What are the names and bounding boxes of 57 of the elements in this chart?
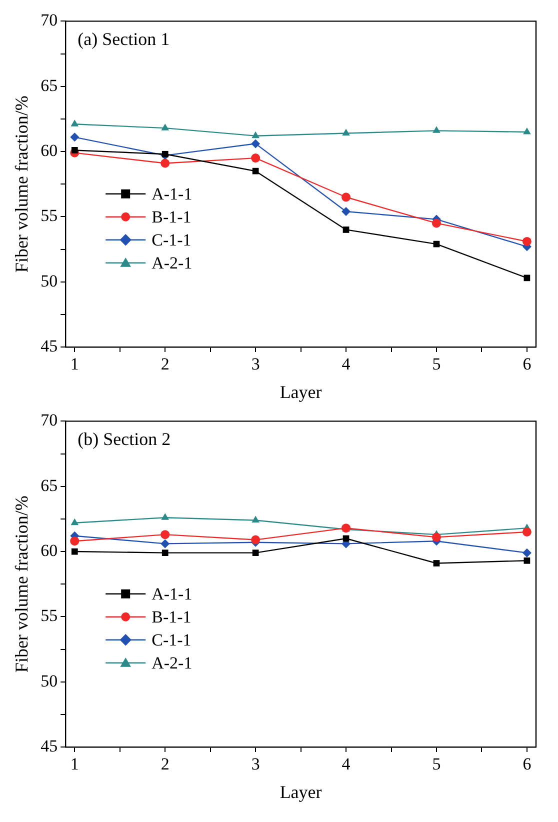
- y-tick-label: 65: [40, 476, 58, 495]
- y-tick-label: 50: [40, 271, 58, 290]
- legend-label: C-1-1: [152, 230, 192, 250]
- y-tick-label: 60: [40, 140, 58, 160]
- x-tick-label: 2: [160, 354, 170, 374]
- x-axis-title: Layer: [280, 782, 322, 802]
- legend-label: A-2-1: [152, 253, 192, 272]
- y-tick-label: 55: [40, 606, 58, 626]
- x-axis-title: Layer: [280, 382, 322, 402]
- point: [342, 192, 351, 202]
- point: [162, 150, 168, 158]
- y-tick-label: 45: [40, 736, 58, 756]
- y-tick-label: 70: [40, 10, 58, 30]
- point: [342, 128, 350, 136]
- legend-label: B-1-1: [152, 207, 192, 226]
- point: [252, 131, 260, 138]
- point: [342, 226, 350, 233]
- x-tick-label: 1: [70, 754, 79, 774]
- point: [251, 139, 260, 148]
- x-tick-label: 4: [342, 754, 351, 774]
- point: [251, 154, 260, 163]
- y-tick-label: 70: [40, 410, 58, 430]
- x-tick-label: 5: [432, 754, 441, 774]
- x-tick-label: 6: [522, 754, 532, 774]
- point: [70, 120, 79, 126]
- legend-label: B-1-1: [152, 607, 192, 626]
- legend-label: C-1-1: [152, 630, 192, 650]
- chart-title: (a) Section 1: [78, 28, 170, 49]
- x-tick-label: 1: [70, 354, 79, 374]
- point: [71, 147, 78, 154]
- point: [522, 236, 532, 246]
- point: [70, 132, 80, 142]
- x-tick-label: 6: [522, 354, 532, 374]
- point: [432, 126, 440, 133]
- y-axis-title: Fiber volume fraction/%: [12, 96, 32, 273]
- point: [161, 124, 170, 130]
- point: [523, 127, 531, 134]
- chart-title: (b) Section 2: [78, 428, 171, 449]
- y-tick-label: 45: [40, 336, 58, 356]
- point: [252, 168, 259, 174]
- x-tick-label: 3: [251, 354, 260, 374]
- x-tick-label: 3: [251, 754, 260, 774]
- point: [432, 218, 441, 228]
- point: [342, 206, 351, 216]
- y-axis-title: Fiber volume fraction/%: [12, 496, 32, 673]
- y-tick-label: 55: [40, 206, 58, 226]
- point: [524, 274, 530, 282]
- point: [160, 158, 170, 168]
- x-tick-label: 4: [342, 354, 351, 374]
- y-tick-label: 60: [40, 540, 58, 560]
- x-tick-label: 5: [432, 354, 441, 374]
- legend-label: A-1-1: [152, 584, 192, 604]
- y-tick-label: 65: [40, 76, 58, 95]
- legend-label: A-2-1: [152, 653, 192, 672]
- x-tick-label: 2: [160, 754, 170, 774]
- legend-label: A-1-1: [152, 184, 192, 204]
- y-tick-label: 50: [40, 671, 58, 690]
